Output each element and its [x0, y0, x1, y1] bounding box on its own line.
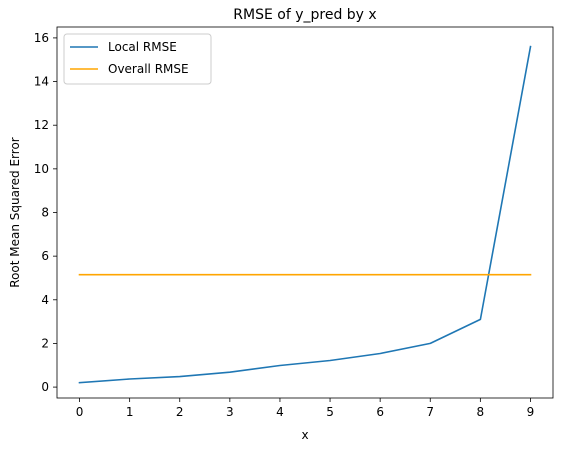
- x-tick-label: 0: [76, 405, 84, 419]
- x-tick-label: 4: [276, 405, 284, 419]
- x-tick-label: 6: [376, 405, 384, 419]
- x-tick-label: 2: [176, 405, 184, 419]
- series-line-local-rmse: [78, 45, 532, 384]
- x-tick-label: 8: [477, 405, 485, 419]
- y-tick-label: 12: [34, 118, 49, 132]
- legend-box: [63, 33, 212, 85]
- legend-label-local-rmse: Local RMSE: [108, 40, 177, 54]
- y-tick-label: 0: [41, 380, 49, 394]
- y-tick-label: 2: [41, 336, 49, 350]
- x-tick-label: 7: [426, 405, 434, 419]
- x-axis-ticks: 0 1 2 3 4 5 6 7 8 9: [76, 398, 535, 419]
- chart-title: RMSE of y_pred by x: [233, 7, 376, 23]
- y-axis-ticks: 0 2 4 6 8 10 12 14 16: [34, 31, 57, 394]
- y-tick-label: 10: [34, 162, 49, 176]
- legend-label-overall-rmse: Overall RMSE: [108, 62, 189, 76]
- series-layer: [78, 45, 532, 384]
- y-tick-label: 16: [34, 31, 49, 45]
- x-tick-label: 3: [226, 405, 234, 419]
- x-tick-label: 1: [126, 405, 134, 419]
- y-tick-label: 8: [41, 206, 49, 220]
- y-tick-label: 6: [41, 249, 49, 263]
- x-tick-label: 9: [527, 405, 535, 419]
- x-axis-label: x: [301, 428, 308, 442]
- y-tick-label: 4: [41, 293, 49, 307]
- y-tick-label: 14: [34, 75, 49, 89]
- x-tick-label: 5: [326, 405, 334, 419]
- legend: Local RMSE Overall RMSE: [63, 33, 212, 85]
- y-axis-label: Root Mean Squared Error: [8, 137, 22, 288]
